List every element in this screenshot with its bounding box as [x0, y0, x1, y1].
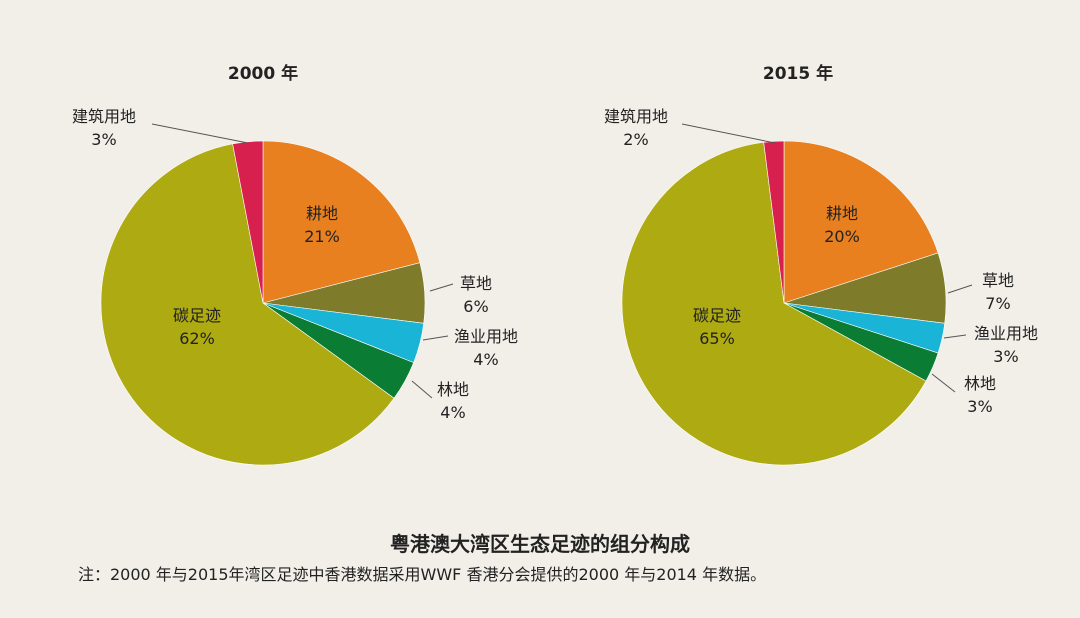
- pie-slice: [100, 143, 395, 466]
- leader-line: [151, 123, 249, 144]
- slice-label: 林地: [964, 374, 996, 393]
- pie-slice: [621, 141, 927, 466]
- chart-title: 2015 年: [763, 63, 833, 84]
- chart-title: 2000 年: [228, 63, 298, 84]
- slice-percent: 62%: [179, 329, 215, 348]
- slice-percent: 3%: [91, 130, 116, 149]
- leader-line: [429, 283, 454, 292]
- slice-label: 耕地: [826, 204, 858, 223]
- leader-line: [943, 334, 967, 339]
- slice-label: 碳足迹: [173, 306, 221, 325]
- figure-title: 粤港澳大湾区生态足迹的组分构成: [390, 532, 690, 556]
- slice-label: 渔业用地: [454, 327, 518, 346]
- slice-percent: 7%: [985, 294, 1010, 313]
- slice-label: 碳足迹: [693, 306, 741, 325]
- slice-percent: 65%: [699, 329, 735, 348]
- slice-label: 建筑用地: [604, 107, 668, 126]
- slice-label: 渔业用地: [974, 324, 1038, 343]
- slice-percent: 4%: [440, 403, 465, 422]
- slice-percent: 21%: [304, 227, 340, 246]
- slice-percent: 2%: [623, 130, 648, 149]
- slice-label: 建筑用地: [72, 107, 136, 126]
- leader-line: [947, 284, 973, 294]
- leader-line: [411, 380, 433, 399]
- pie-charts: 2000 年耕地21%草地6%渔业用地4%林地4%碳足迹62%建筑用地3%201…: [72, 63, 1038, 466]
- slice-label: 林地: [437, 380, 469, 399]
- leader-line: [931, 373, 956, 393]
- pie-slice: [763, 140, 785, 304]
- slice-percent: 20%: [824, 227, 860, 246]
- pie-slice: [232, 140, 264, 304]
- slice-label: 草地: [460, 274, 492, 293]
- pie-slice: [783, 140, 939, 304]
- figure-note: 注：2000 年与2015年湾区足迹中香港数据采用WWF 香港分会提供的2000…: [78, 565, 767, 584]
- slice-percent: 6%: [463, 297, 488, 316]
- slice-percent: 3%: [993, 347, 1018, 366]
- leader-line: [422, 335, 449, 341]
- slice-percent: 3%: [967, 397, 992, 416]
- slice-percent: 4%: [473, 350, 498, 369]
- pie-slice: [262, 140, 421, 304]
- slice-label: 耕地: [306, 204, 338, 223]
- pie-chart-2: 2015 年耕地 20% 草地 7% 渔业用地 3% 林地 3% 碳足迹 65% 建筑用地 2%: [604, 63, 1038, 466]
- slice-label: 草地: [982, 271, 1014, 290]
- leader-line: [681, 123, 776, 144]
